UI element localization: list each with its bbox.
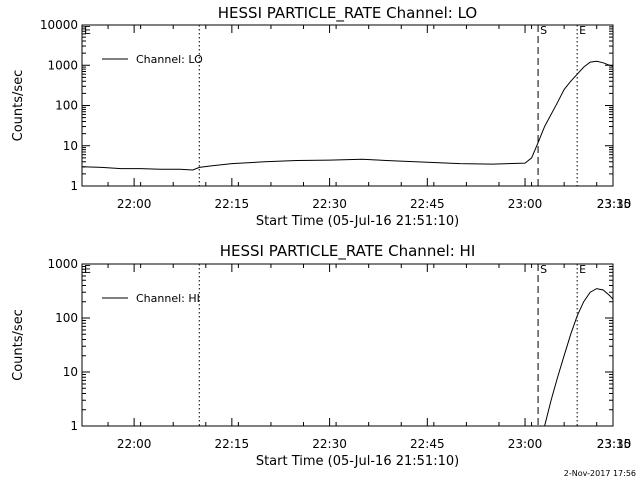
series-line xyxy=(544,288,613,426)
x-tick-label: 23:15 xyxy=(597,197,632,211)
x-axis-label: Start Time (05-Jul-16 21:51:10) xyxy=(256,214,459,229)
time-marker-label: E xyxy=(84,263,91,276)
chart-title: HESSI PARTICLE_RATE Channel: HI xyxy=(220,242,476,261)
chart-hi: HESSI PARTICLE_RATE Channel: HI 1 10 100 100… xyxy=(11,242,632,469)
x-tick-label: 22:30 xyxy=(312,197,347,211)
x-tick-label: 23:30 xyxy=(597,437,632,451)
x-tick-label: 23:15 xyxy=(597,437,632,451)
footer-timestamp: 2-Nov-2017 17:56 xyxy=(564,469,636,478)
time-marker-label: E xyxy=(84,24,91,37)
y-tick-label: 10 xyxy=(63,139,78,153)
legend-label: Channel: LO xyxy=(136,53,203,66)
y-tick-label: 10000 xyxy=(40,18,78,32)
y-tick-label: 10 xyxy=(63,365,78,379)
time-marker-label: E xyxy=(579,24,586,37)
plot-frame xyxy=(81,24,614,187)
x-tick-label: 23:00 xyxy=(508,197,543,211)
time-marker-label: E xyxy=(579,263,586,276)
x-tick-label: 22:15 xyxy=(215,437,250,451)
y-tick-label: 1 xyxy=(70,419,78,433)
y-tick-label: 1 xyxy=(70,179,78,193)
chart-title: HESSI PARTICLE_RATE Channel: LO xyxy=(218,4,477,23)
x-tick-label: 22:00 xyxy=(117,437,152,451)
x-tick-label: 22:45 xyxy=(410,197,445,211)
time-marker-label: S xyxy=(540,24,547,37)
x-tick-label: 23:30 xyxy=(597,197,632,211)
x-tick-label: 22:30 xyxy=(312,437,347,451)
x-tick-label: 22:00 xyxy=(117,197,152,211)
chart-lo: HESSI PARTICLE_RATE Channel: LO 1 10 100 100… xyxy=(11,4,632,229)
series-line xyxy=(82,60,613,171)
x-tick-label: 22:45 xyxy=(410,437,445,451)
x-tick-label: 23:00 xyxy=(508,437,543,451)
plot-frame xyxy=(81,263,614,427)
y-axis-label: Counts/sec xyxy=(11,309,26,381)
x-axis-label: Start Time (05-Jul-16 21:51:10) xyxy=(256,454,459,469)
time-marker-label: S xyxy=(540,263,547,276)
legend-label: Channel: HI xyxy=(136,292,200,305)
x-tick-label: 22:15 xyxy=(215,197,250,211)
y-tick-label: 100 xyxy=(55,99,78,113)
y-axis-label: Counts/sec xyxy=(11,70,26,142)
y-tick-label: 1000 xyxy=(47,257,78,271)
y-tick-label: 100 xyxy=(55,311,78,325)
y-tick-label: 1000 xyxy=(47,58,78,72)
